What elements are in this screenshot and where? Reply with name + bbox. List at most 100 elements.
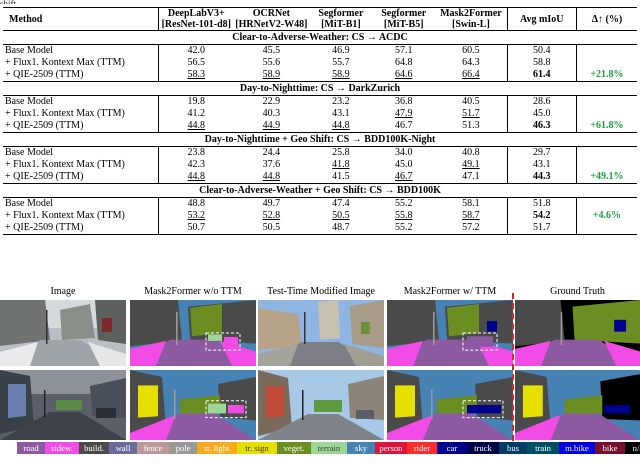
- method-cell: Base Model: [5, 45, 54, 56]
- method-cell: + Flux1. Kontext Max (TTM): [5, 57, 125, 68]
- delta-cell: [575, 146, 637, 159]
- cell-value: 58.9: [262, 69, 281, 80]
- table-row: + QIE-2509 (TTM) 50.7 50.5 48.7 55.2 57.2 51.7: [3, 222, 637, 235]
- delta-cell: +4.6%: [575, 210, 637, 222]
- legend-item: wall: [109, 442, 137, 454]
- cell-value: 49.7: [262, 198, 281, 209]
- cell-value: 52.8: [262, 210, 281, 221]
- miou-cell: 51.3: [435, 120, 507, 133]
- column-header-line: DeepLabV3+: [167, 8, 225, 19]
- section-title: Clear-to-Adverse-Weather + Geo Shift: CS…: [3, 183, 637, 198]
- method-cell: + Flux1. Kontext Max (TTM): [5, 210, 125, 221]
- column-title: Mask2Former w/o TTM: [144, 286, 242, 297]
- cell-value: 44.8: [332, 120, 350, 131]
- legend-item: terrain: [311, 442, 347, 454]
- cell-value: 23.8: [187, 147, 206, 158]
- miou-cell: 64.6: [372, 69, 435, 82]
- legend-item: n/a.: [625, 442, 640, 454]
- column-header-line: [HRNetV2-W48]: [235, 19, 308, 30]
- miou-cell: 34.0: [372, 147, 435, 160]
- legend-item: build.: [79, 442, 109, 454]
- legend-item: veget.: [277, 442, 311, 454]
- miou-cell: 55.2: [372, 222, 436, 235]
- avg-miou-cell: 54.2: [506, 210, 577, 222]
- cell-value: 57.1: [394, 45, 413, 56]
- miou-cell: 55.7: [309, 57, 372, 69]
- legend-item: fence: [137, 442, 169, 454]
- miou-cell: 42.3: [158, 159, 234, 171]
- cell-value: 44.9: [262, 120, 281, 131]
- table-row: + Flux1. Kontext Max (TTM) 41.2 40.3 43.1 47…: [3, 108, 637, 120]
- cell-value: 58.9: [332, 69, 350, 80]
- avg-miou-cell: 45.0: [506, 108, 577, 120]
- delta-cell: [575, 108, 637, 120]
- column-header-line: Δ↑ (%): [591, 13, 623, 25]
- method-cell: Base Model: [5, 147, 54, 158]
- cell-value: 36.8: [394, 96, 413, 107]
- cell-value: 47.1: [462, 171, 480, 182]
- cell-value: 51.3: [462, 120, 480, 131]
- column-header-line: Method: [9, 13, 43, 25]
- separator-dashed-line: [512, 293, 514, 441]
- method-cell: + QIE-2509 (TTM): [5, 69, 84, 80]
- legend-item: bike: [595, 442, 625, 454]
- cell-value: 49.1: [462, 159, 480, 170]
- miou-cell: 41.8: [309, 159, 372, 171]
- cell-value: 41.2: [187, 108, 206, 119]
- column-title: Image: [50, 286, 76, 297]
- miou-cell: 56.5: [158, 57, 234, 69]
- miou-cell: 52.8: [233, 210, 309, 222]
- miou-cell: 64.8: [372, 57, 435, 69]
- cell-value: 55.6: [262, 57, 281, 68]
- cell-value: 48.7: [332, 222, 350, 233]
- method-cell: + Flux1. Kontext Max (TTM): [5, 108, 125, 119]
- test-time-modified-image: [258, 300, 384, 366]
- input-image: [0, 370, 126, 440]
- table-header-row: Method DeepLabV3+ [ResNet-101-d8] OCRNet [HR…: [3, 7, 637, 31]
- miou-cell: 49.1: [435, 159, 507, 171]
- miou-cell: 40.5: [435, 96, 507, 109]
- miou-cell: 45.0: [372, 159, 435, 171]
- avg-miou-cell: 28.6: [506, 95, 577, 108]
- column-header-line: Segformer: [381, 8, 427, 19]
- column-title: Ground Truth: [550, 286, 605, 297]
- delta-cell: [575, 222, 637, 235]
- section-header-row: Day-to-Nighttime: CS → DarkZurich: [3, 81, 637, 96]
- miou-cell: 40.3: [233, 108, 309, 120]
- method-cell: + QIE-2509 (TTM): [5, 171, 84, 182]
- cell-value: 34.0: [394, 147, 413, 158]
- column-header-line: Avg mIoU: [520, 13, 564, 25]
- cell-value: 54.2: [533, 210, 551, 221]
- method-cell: Base Model: [5, 96, 54, 107]
- avg-miou-cell: 43.1: [506, 159, 577, 171]
- avg-miou-cell: 46.3: [506, 120, 577, 133]
- column-header: Δ↑ (%): [575, 7, 637, 31]
- column-header: Mask2Former [Swin-L]: [435, 7, 508, 31]
- column-header-line: [MiT-B5]: [383, 19, 424, 30]
- legend-item: road: [17, 442, 45, 454]
- method-cell: + Flux1. Kontext Max (TTM): [5, 159, 125, 170]
- cell-value: 29.7: [533, 147, 551, 158]
- miou-cell: 44.8: [309, 120, 372, 133]
- miou-cell: 57.1: [372, 45, 435, 58]
- miou-cell: 47.9: [372, 108, 435, 120]
- cell-value: 45.0: [533, 108, 551, 119]
- cell-value: 44.8: [187, 171, 206, 182]
- miou-cell: 66.4: [435, 69, 507, 82]
- miou-cell: 19.8: [158, 95, 234, 108]
- cell-value: 40.8: [462, 147, 480, 158]
- segmentation-with-ttm: [387, 300, 513, 366]
- miou-cell: 22.9: [233, 96, 309, 109]
- table-row: + QIE-2509 (TTM) 44.8 44.9 44.8 46.7 51.3 46.3…: [3, 120, 637, 133]
- miou-cell: 57.2: [435, 222, 508, 235]
- qualitative-figure: Image Mask2Former w/o TTM Test-Time Modifi…: [0, 286, 640, 442]
- cell-value: 46.3: [533, 120, 551, 131]
- cell-value: 51.7: [533, 222, 551, 233]
- miou-cell: 60.5: [435, 45, 507, 58]
- column-title: Test-Time Modified Image: [267, 286, 375, 297]
- legend-item: sky: [347, 442, 375, 454]
- miou-cell: 43.1: [309, 108, 372, 120]
- test-time-modified-image: [258, 370, 384, 440]
- column-header-line: Segformer: [318, 8, 364, 19]
- legend-item: truck: [467, 442, 499, 454]
